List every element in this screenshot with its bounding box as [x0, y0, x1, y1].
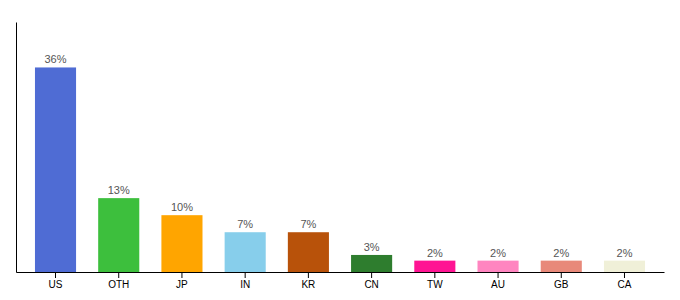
x-tick-mark — [561, 272, 562, 278]
x-tick-label: US — [49, 279, 63, 290]
bar — [541, 261, 582, 272]
bar — [225, 232, 266, 272]
x-tick-mark — [55, 272, 56, 278]
data-label: 3% — [364, 241, 380, 253]
data-label: 2% — [617, 247, 633, 259]
x-tick-mark — [371, 272, 372, 278]
x-tick: IN — [240, 272, 250, 290]
x-tick-mark — [245, 272, 246, 278]
x-tick-mark — [624, 272, 625, 278]
data-label: 2% — [427, 247, 443, 259]
data-label: 2% — [553, 247, 569, 259]
bar — [478, 261, 519, 272]
x-tick-label: AU — [491, 279, 505, 290]
x-tick: GB — [554, 272, 569, 290]
x-tick-label: IN — [240, 279, 250, 290]
x-tick-label: JP — [176, 279, 188, 290]
bar — [288, 232, 329, 272]
x-tick: JP — [176, 272, 188, 290]
x-tick: TW — [427, 272, 443, 290]
x-tick-label: TW — [427, 279, 443, 290]
bar — [351, 255, 392, 272]
x-axis-line — [17, 272, 665, 273]
data-label: 13% — [108, 184, 130, 196]
y-axis — [16, 23, 17, 273]
x-tick: US — [49, 272, 63, 290]
x-tick: KR — [301, 272, 315, 290]
data-label: 7% — [237, 218, 253, 230]
data-label: 7% — [300, 218, 316, 230]
y-axis-line — [16, 23, 17, 273]
data-label: 10% — [171, 201, 193, 213]
x-tick-label: OTH — [108, 279, 129, 290]
x-tick: OTH — [108, 272, 129, 290]
bar — [604, 261, 645, 272]
x-tick-mark — [118, 272, 119, 278]
x-tick-label: GB — [554, 279, 569, 290]
data-label: 2% — [490, 247, 506, 259]
x-tick: CA — [618, 272, 632, 290]
bar — [35, 67, 76, 272]
bar — [161, 215, 202, 272]
x-tick-label: KR — [301, 279, 315, 290]
bar — [98, 198, 139, 272]
x-tick-mark — [181, 272, 182, 278]
bar — [414, 261, 455, 272]
data-label: 36% — [44, 53, 66, 65]
bars — [35, 67, 645, 272]
x-tick-mark — [308, 272, 309, 278]
x-tick-mark — [498, 272, 499, 278]
x-tick: CN — [364, 272, 378, 290]
x-tick-label: CN — [364, 279, 378, 290]
chart: US OTH JP IN KR CN TW AU GB CA 36% 13% 10% 7% 7% 3% 2% 2%… — [0, 0, 680, 300]
x-tick: AU — [491, 272, 505, 290]
data-labels: 36% 13% 10% 7% 7% 3% 2% 2% 2% 2% — [44, 53, 632, 258]
x-tick-mark — [434, 272, 435, 278]
x-tick-label: CA — [618, 279, 632, 290]
x-axis: US OTH JP IN KR CN TW AU GB CA — [17, 272, 665, 290]
